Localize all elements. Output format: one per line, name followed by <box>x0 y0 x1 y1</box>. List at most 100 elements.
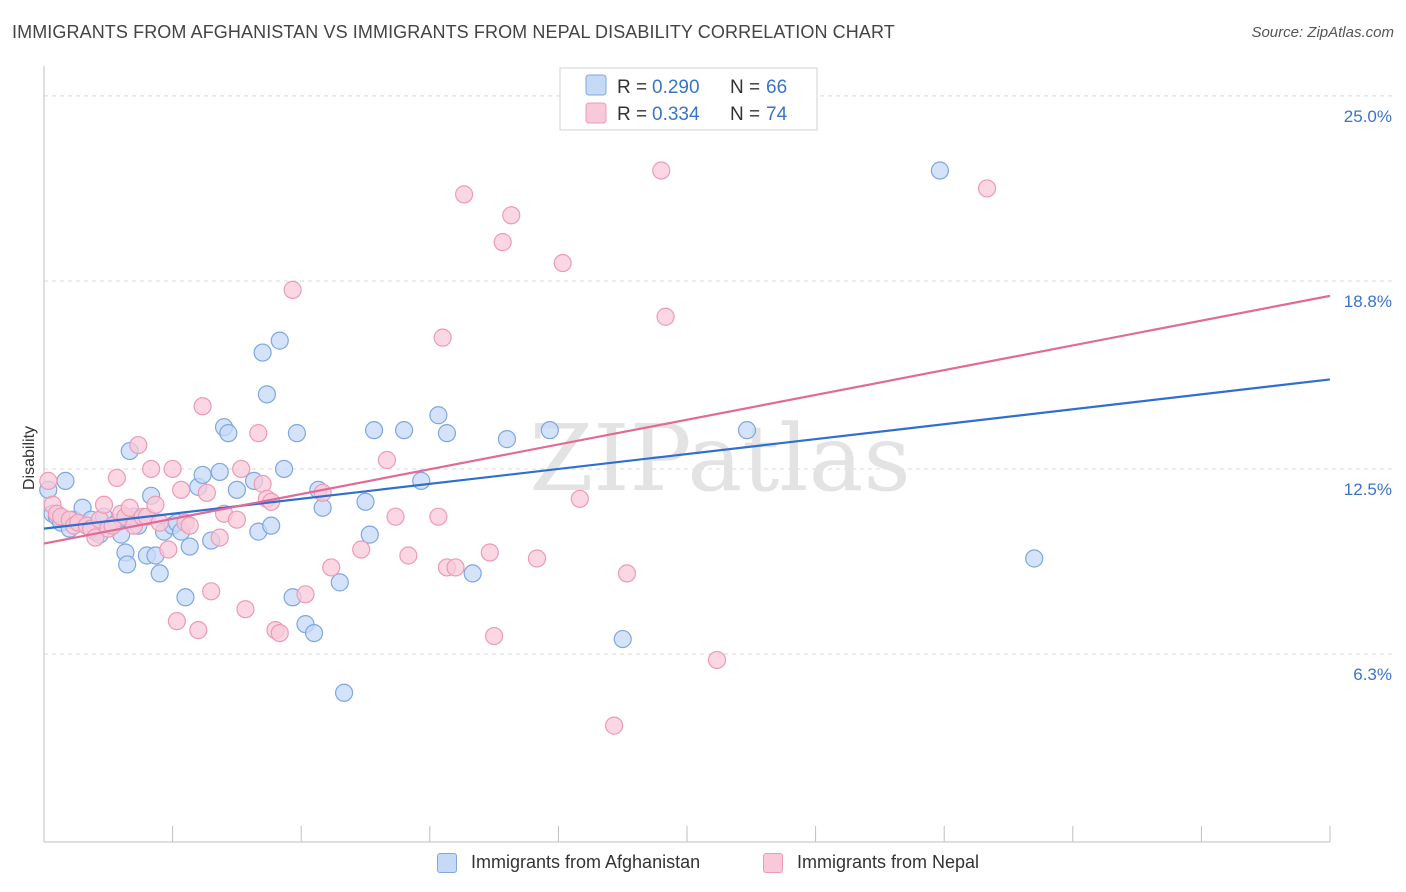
point-nepal <box>502 206 521 225</box>
legend-n-label-2: N = <box>730 104 760 125</box>
legend-n-value-1: 66 <box>766 77 787 98</box>
point-nepal <box>142 459 161 479</box>
y-tick-labels: 6.3% 12.5% 18.8% 25.0% <box>1344 107 1392 684</box>
point-afghanistan <box>540 421 559 440</box>
point-afghanistan <box>193 465 212 485</box>
point-afghanistan <box>304 623 324 643</box>
y-tick-label: 18.8% <box>1344 292 1392 311</box>
point-afghanistan <box>613 629 632 649</box>
point-nepal <box>167 612 186 631</box>
point-nepal <box>707 650 727 670</box>
point-nepal <box>296 585 315 604</box>
source-label: Source: ZipAtlas.com <box>1251 24 1394 41</box>
point-afghanistan <box>253 343 272 362</box>
point-nepal <box>485 626 504 646</box>
legend-swatch-afghanistan <box>437 852 457 873</box>
point-nepal <box>172 480 191 499</box>
legend-r-label-1: R = <box>617 77 647 98</box>
point-afghanistan <box>1025 549 1044 568</box>
point-nepal <box>386 507 405 526</box>
point-nepal <box>94 495 114 514</box>
point-nepal <box>480 543 499 562</box>
point-nepal <box>433 328 452 347</box>
legend-r-label-2: R = <box>617 104 647 125</box>
point-nepal <box>454 185 474 204</box>
point-nepal <box>652 161 671 180</box>
legend-r-value-1: 0.290 <box>652 77 700 98</box>
point-afghanistan <box>437 424 457 443</box>
point-nepal <box>197 483 216 502</box>
point-afghanistan <box>497 430 517 449</box>
legend-label-afghanistan: Immigrants from Afghanistan <box>471 852 701 872</box>
point-nepal <box>570 489 589 508</box>
point-nepal <box>249 424 268 443</box>
point-afghanistan <box>429 406 448 425</box>
point-afghanistan <box>257 385 277 404</box>
point-afghanistan <box>56 471 75 490</box>
point-nepal <box>617 564 637 583</box>
legend-swatch-nepal <box>763 852 783 873</box>
point-afghanistan <box>394 421 414 440</box>
point-afghanistan <box>334 683 354 702</box>
y-tick-label: 25.0% <box>1344 107 1392 126</box>
point-nepal <box>399 546 418 565</box>
legend-swatch-afghanistan <box>585 74 607 96</box>
point-afghanistan <box>737 421 757 440</box>
point-nepal <box>163 459 182 479</box>
grid-lines <box>44 95 1392 655</box>
point-nepal <box>120 498 139 517</box>
point-nepal <box>313 483 332 502</box>
point-nepal <box>377 450 397 470</box>
point-nepal <box>429 507 448 526</box>
trend-line-nepal <box>43 294 1331 545</box>
point-nepal <box>202 582 221 601</box>
point-nepal <box>656 307 675 326</box>
point-afghanistan <box>463 564 482 583</box>
legend-n-label-1: N = <box>730 77 760 98</box>
point-afghanistan <box>274 459 294 479</box>
point-afghanistan <box>364 421 384 440</box>
point-afghanistan <box>287 424 307 443</box>
point-nepal <box>227 510 246 529</box>
legend-n-value-2: 74 <box>766 104 788 125</box>
point-nepal <box>129 435 148 455</box>
point-afghanistan <box>412 471 431 490</box>
point-afghanistan <box>356 492 375 511</box>
point-nepal <box>193 397 212 416</box>
point-nepal <box>146 495 165 514</box>
point-nepal <box>180 516 199 535</box>
point-nepal <box>283 280 302 299</box>
legend-item-nepal: Immigrants from Nepal <box>763 852 979 873</box>
point-nepal <box>553 253 572 273</box>
point-nepal <box>232 459 251 479</box>
point-nepal <box>270 623 289 643</box>
legend-swatch-nepal <box>585 102 607 124</box>
y-tick-label: 12.5% <box>1344 480 1392 499</box>
axes <box>43 66 1331 843</box>
point-nepal <box>352 540 371 559</box>
point-nepal <box>605 716 624 735</box>
point-afghanistan <box>330 573 349 592</box>
legend-item-afghanistan: Immigrants from Afghanistan <box>437 852 700 873</box>
point-afghanistan <box>270 331 289 350</box>
chart-title: IMMIGRANTS FROM AFGHANISTAN VS IMMIGRANT… <box>12 22 895 42</box>
y-axis-label: Disability <box>21 426 38 490</box>
point-nepal <box>236 600 255 619</box>
bottom-legend: Immigrants from Afghanistan Immigrants f… <box>0 852 1406 878</box>
point-nepal <box>189 621 208 640</box>
data-points <box>39 161 1044 735</box>
point-nepal <box>446 558 465 577</box>
trend-lines <box>43 294 1331 545</box>
point-afghanistan <box>360 525 379 544</box>
point-nepal <box>322 558 341 577</box>
point-afghanistan <box>210 462 229 482</box>
point-nepal <box>253 474 272 493</box>
point-nepal <box>159 540 178 559</box>
point-nepal <box>210 528 229 547</box>
point-afghanistan <box>227 480 246 499</box>
y-tick-label: 6.3% <box>1353 665 1392 684</box>
point-nepal <box>107 468 126 488</box>
point-afghanistan <box>150 564 169 583</box>
top-legend: R = 0.290 N = 66 R = 0.334 N = 74 <box>559 67 818 131</box>
point-afghanistan <box>930 161 950 180</box>
